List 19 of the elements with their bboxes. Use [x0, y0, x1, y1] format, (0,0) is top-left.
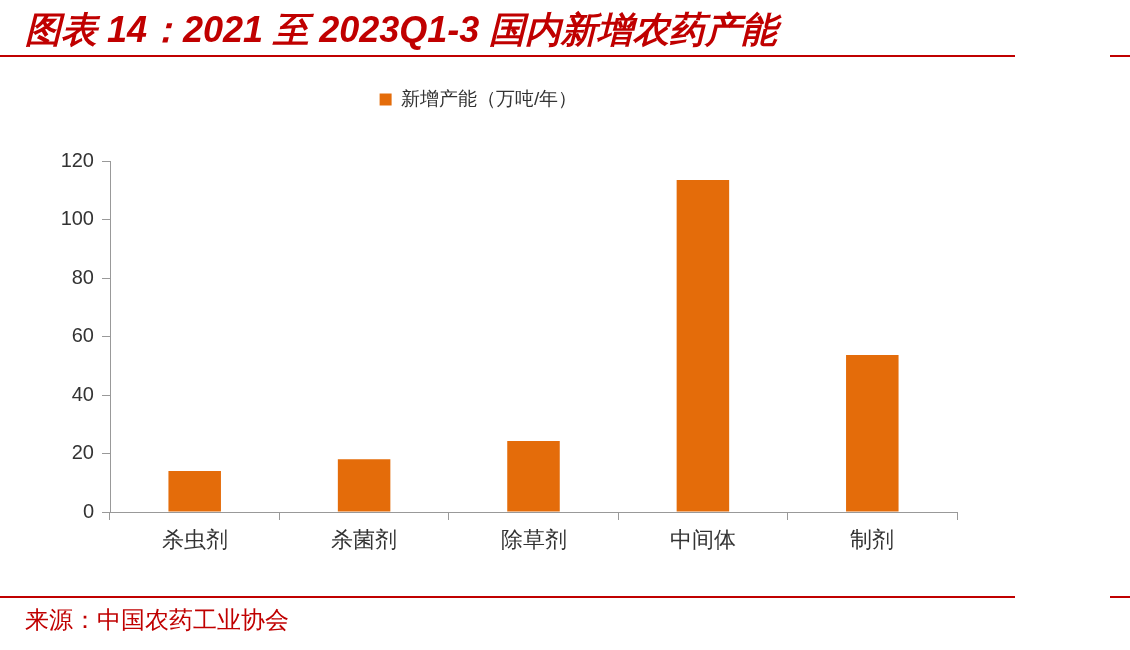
y-tick-label: 60: [71, 324, 94, 347]
source-note: 来源：中国农药工业协会: [25, 605, 289, 636]
x-tick-label: 中间体: [669, 527, 736, 553]
bar: [507, 440, 560, 512]
y-tick-label: 40: [71, 382, 94, 405]
y-tick-label: 20: [71, 441, 94, 464]
x-tick-label: 制剂: [850, 527, 895, 553]
y-tick-label: 120: [60, 148, 94, 171]
y-tick-label: 80: [71, 265, 94, 288]
bar: [337, 459, 391, 512]
y-tick-label: 100: [60, 207, 94, 230]
bar: [676, 180, 730, 512]
x-tick-label: 杀菌剂: [331, 527, 398, 553]
bar: [846, 354, 899, 512]
y-tick-label: 0: [82, 499, 94, 522]
bar: [168, 471, 221, 512]
x-tick-label: 杀虫剂: [161, 527, 228, 553]
legend-label: 新增产能（万吨/年）: [401, 87, 578, 109]
x-tick-label: 除草剂: [500, 527, 567, 553]
